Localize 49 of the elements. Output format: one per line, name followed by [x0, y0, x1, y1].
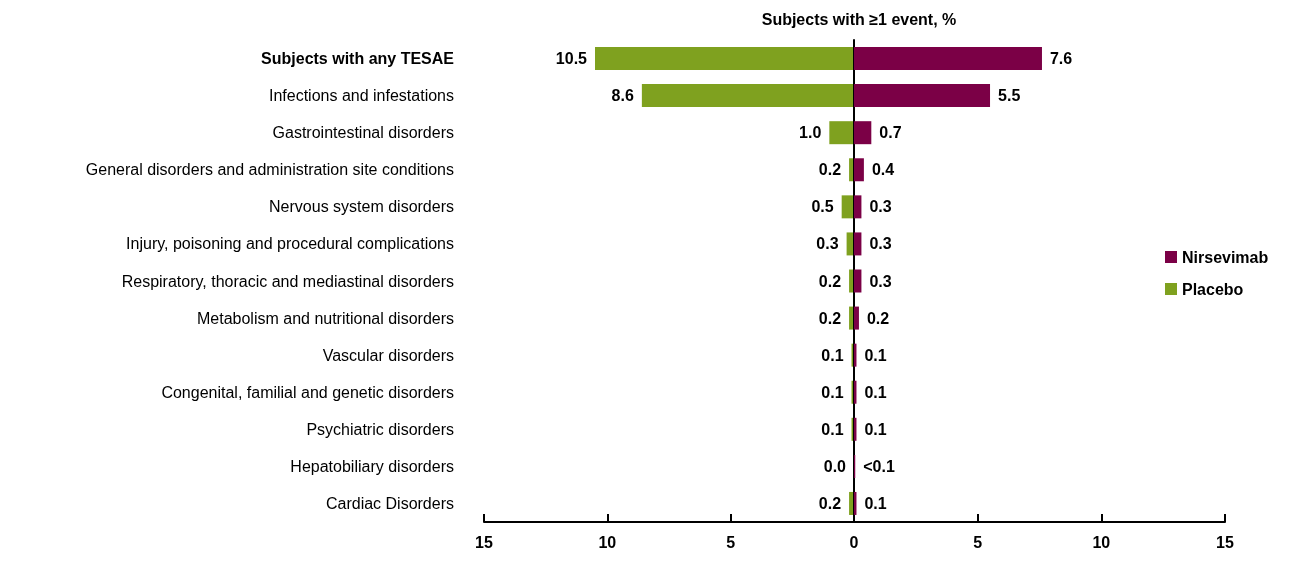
y-tick-label: General disorders and administration site conditions	[85, 161, 454, 179]
y-tick-label: Nervous system disorders	[269, 198, 454, 216]
y-tick-label: Hepatobiliary disorders	[290, 457, 454, 475]
data-label: 1.0	[799, 124, 822, 142]
data-label: 0.1	[864, 420, 887, 438]
data-label: 0.3	[869, 235, 892, 253]
y-tick-label: Subjects with any TESAE	[261, 50, 455, 68]
legend-label: Placebo	[1182, 280, 1244, 298]
x-tick-label: 5	[726, 533, 736, 551]
data-label: 0.1	[821, 383, 844, 401]
data-label: 10.5	[555, 50, 588, 68]
y-tick-label: Gastrointestinal disorders	[272, 124, 454, 142]
data-label: 0.0	[823, 457, 847, 475]
y-tick-label: Vascular disorders	[322, 346, 454, 364]
y-tick-label: Respiratory, thoracic and mediastinal disorders	[121, 272, 454, 290]
data-label: 0.1	[864, 346, 887, 364]
data-label: 0.3	[869, 272, 892, 290]
data-label: 0.5	[811, 198, 834, 216]
data-label: 0.2	[818, 161, 842, 179]
x-tick-label: 10	[1092, 533, 1111, 551]
data-label: 0.1	[864, 494, 887, 512]
data-label: 0.2	[818, 309, 842, 327]
y-tick-label: Psychiatric disorders	[306, 420, 454, 438]
y-tick-label: Metabolism and nutritional disorders	[196, 309, 454, 327]
x-tick-label: 10	[598, 533, 617, 551]
data-label: 0.1	[821, 346, 844, 364]
data-label: 0.3	[869, 198, 892, 216]
y-tick-label: Cardiac Disorders	[325, 494, 454, 512]
data-label: 0.2	[818, 494, 842, 512]
data-label: 0.1	[864, 383, 887, 401]
data-label: 0.4	[871, 161, 895, 179]
x-tick-label: 5	[973, 533, 983, 551]
data-label: 0.3	[816, 235, 839, 253]
data-label: 0.2	[818, 272, 842, 290]
y-tick-label: Infections and infestations	[268, 87, 454, 105]
x-tick-label: 0	[849, 533, 859, 551]
x-tick-label: 15	[1216, 533, 1234, 551]
data-label: 0.2	[866, 309, 890, 327]
data-label: 5.5	[998, 87, 1021, 105]
data-label: 0.7	[879, 124, 902, 142]
legend-label: Nirsevimab	[1182, 248, 1269, 266]
x-tick-label: 15	[475, 533, 493, 551]
data-label: 0.1	[821, 420, 844, 438]
y-tick-label: Congenital, familial and genetic disorders	[161, 383, 454, 401]
data-label: <0.1	[863, 457, 895, 475]
chart-title: Subjects with ≥1 event, %	[761, 10, 957, 28]
data-label: 8.6	[611, 87, 634, 105]
y-tick-label: Injury, poisoning and procedural complications	[126, 235, 454, 253]
data-label: 7.6	[1049, 50, 1073, 68]
